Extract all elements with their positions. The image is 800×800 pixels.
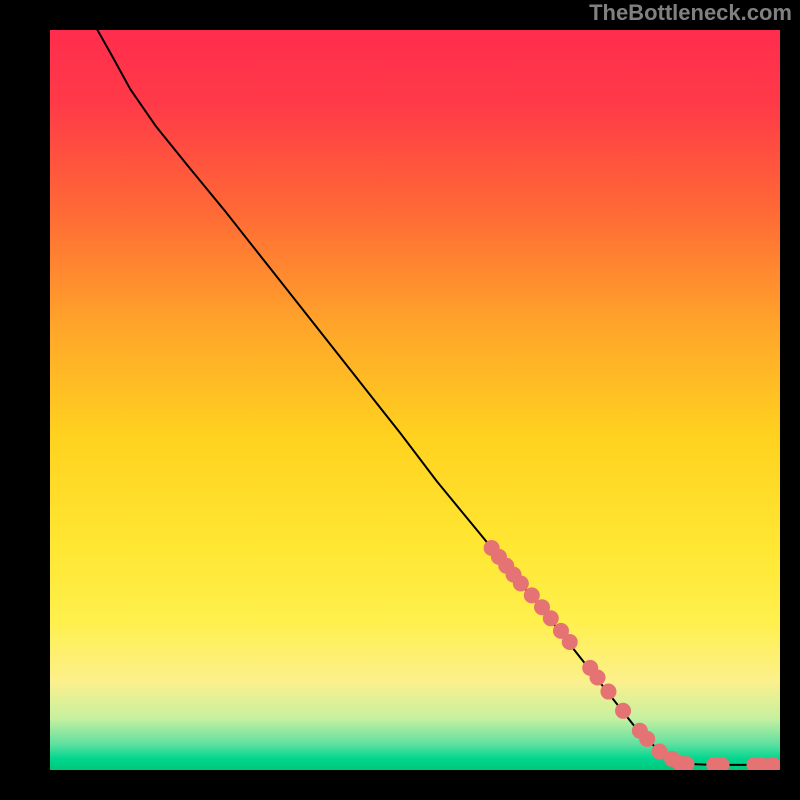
- plot-area: [50, 30, 780, 770]
- chart-frame: TheBottleneck.com: [0, 0, 800, 800]
- watermark-text: TheBottleneck.com: [589, 0, 792, 26]
- gradient-background: [50, 30, 780, 770]
